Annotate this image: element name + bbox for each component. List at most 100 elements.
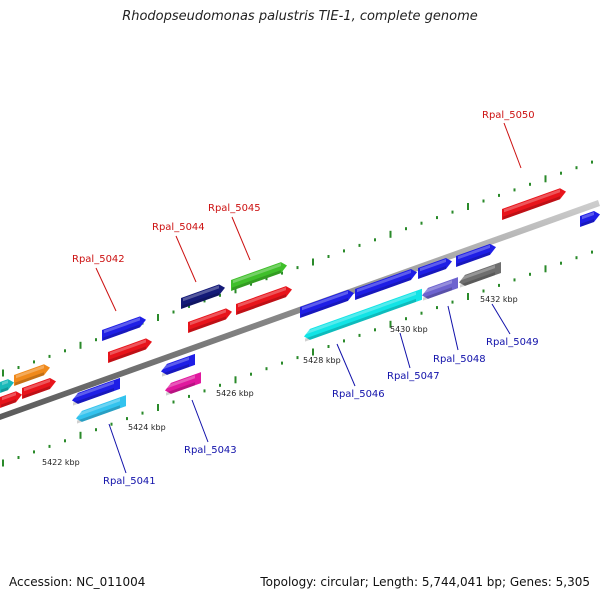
gene-arrow-rpal-5049-highlight (461, 265, 495, 281)
gene-arrow-blue-5043a-body[interactable] (161, 353, 195, 377)
gene-arrow-rpal-5043-body[interactable] (165, 372, 201, 396)
gene-arrow-orange-highlight (16, 365, 44, 379)
gene-arrow-red-edge2-body[interactable] (22, 376, 56, 399)
gene-arrow-rpal-5044-body[interactable] (181, 282, 225, 309)
gene-arrow-orange-body[interactable] (14, 362, 50, 386)
ruler-minor-tick (33, 450, 35, 454)
gene-arrow-upper-edge-body[interactable] (580, 209, 600, 227)
gene-arrow-upper-5047a-body[interactable] (355, 267, 417, 300)
ruler-minor-tick (575, 256, 578, 260)
gene-label-rpal-5046[interactable]: Rpal_5046 (332, 389, 385, 400)
gene-arrow-red-5044b-highlight (190, 309, 226, 326)
gene-arrow-orange[interactable] (14, 362, 50, 386)
gene-arrow-rpal-5046[interactable] (304, 288, 422, 342)
gene-arrow-rpal-5042-body[interactable] (108, 336, 152, 363)
gene-label-rpal-5049[interactable]: Rpal_5049 (486, 337, 539, 348)
feature-layer (0, 186, 600, 424)
gene-arrow-red-edge2[interactable] (22, 376, 56, 399)
gene-arrow-blue-5043a[interactable] (161, 353, 195, 377)
ruler-major-tick (467, 203, 469, 210)
gene-arrow-upper-5049a-highlight (458, 244, 490, 260)
gene-arrow-rpal-5050-highlight (504, 189, 560, 213)
tick-label-5422: 5422 kbp (42, 458, 80, 467)
gene-arrow-upper-5042a[interactable] (102, 314, 146, 341)
gene-label-rpal-5045[interactable]: Rpal_5045 (208, 203, 261, 214)
gene-arrow-red-edge-body[interactable] (0, 389, 22, 408)
gene-arrow-red-5045b-body[interactable] (236, 284, 292, 315)
ruler-major-tick (544, 265, 547, 273)
gene-arrow-upper-5046a[interactable] (300, 288, 354, 318)
ruler-minor-tick (405, 227, 407, 231)
gene-arrow-blue-5041a-highlight (74, 380, 114, 399)
gene-label-rpal-5041[interactable]: Rpal_5041 (103, 476, 156, 487)
gene-arrow-rpal-5042[interactable] (108, 336, 152, 363)
leader-rpal-5042 (95, 267, 117, 312)
label-layer: 5422 kbp 5424 kbp 5426 kbp 5428 kbp 5430… (42, 110, 539, 487)
gene-arrow-upper-5046a-body[interactable] (300, 288, 354, 318)
gene-arrow-rpal-5041-highlight (78, 398, 120, 417)
gene-arrow-red-5044b-shade (189, 316, 226, 333)
gene-arrow-blue-5041a[interactable] (72, 377, 120, 406)
gene-arrow-blue-5041a-body[interactable] (72, 377, 120, 406)
gene-arrow-rpal-5043-shade (166, 382, 195, 396)
ruler-minor-tick (498, 193, 500, 197)
gene-arrow-upper-5048a-shade (419, 265, 446, 279)
gene-arrow-rpal-5043[interactable] (165, 372, 201, 396)
tick-label-5430: 5430 kbp (390, 325, 428, 334)
gene-arrow-rpal-5045[interactable] (231, 260, 287, 291)
gene-arrow-teal-edge-body[interactable] (0, 377, 14, 393)
ruler-minor-tick (560, 261, 562, 265)
gene-arrow-red-5044b[interactable] (188, 306, 232, 333)
gene-arrow-upper-5049a-shade (457, 251, 490, 267)
gene-arrow-red-5044b-body[interactable] (188, 306, 232, 333)
gene-arrow-red-edge[interactable] (0, 389, 22, 408)
gene-arrow-rpal-5046-body[interactable] (304, 288, 422, 342)
ruler-minor-tick (48, 444, 51, 448)
gene-arrow-upper-5042a-shade (103, 324, 140, 341)
gene-arrow-upper-5049a[interactable] (456, 242, 496, 267)
gene-arrow-rpal-5049[interactable] (459, 261, 501, 288)
gene-label-rpal-5044[interactable]: Rpal_5044 (152, 222, 205, 233)
gene-arrow-rpal-5050[interactable] (502, 186, 566, 220)
gene-arrow-upper-5047a[interactable] (355, 267, 417, 300)
ruler-minor-tick (281, 361, 283, 365)
gene-arrow-rpal-5050-body[interactable] (502, 186, 566, 220)
gene-arrow-upper-5048a-body[interactable] (418, 256, 452, 279)
gene-label-rpal-5050[interactable]: Rpal_5050 (482, 110, 535, 121)
gene-arrow-red-5045b[interactable] (236, 284, 292, 315)
gene-arrow-rpal-5049-body[interactable] (459, 261, 501, 288)
ruler-minor-tick (358, 243, 361, 247)
ruler-minor-tick (436, 216, 438, 220)
ruler-minor-tick (265, 367, 268, 371)
ruler-major-tick (79, 431, 82, 439)
ruler-minor-tick (219, 293, 221, 297)
gene-arrow-rpal-5048[interactable] (422, 277, 458, 301)
gene-arrow-rpal-5045-body[interactable] (231, 260, 287, 291)
gene-arrow-rpal-5041-body[interactable] (76, 395, 126, 424)
gene-arrow-teal-edge[interactable] (0, 377, 14, 393)
gene-arrow-red-5045b-shade (237, 294, 286, 315)
gene-label-rpal-5048[interactable]: Rpal_5048 (433, 354, 486, 365)
gene-arrow-upper-5048a[interactable] (418, 256, 452, 279)
gene-arrow-upper-5049a-body[interactable] (456, 242, 496, 267)
gene-arrow-rpal-5050-shade (503, 196, 560, 220)
gene-arrow-upper-5042a-body[interactable] (102, 314, 146, 341)
gene-arrow-teal-edge-highlight (2, 380, 8, 386)
ruler-minor-tick (420, 221, 423, 225)
gene-label-rpal-5047[interactable]: Rpal_5047 (387, 371, 440, 382)
ruler-major-tick (2, 369, 4, 377)
gene-label-rpal-5042[interactable]: Rpal_5042 (72, 254, 125, 265)
genome-summary-text: Topology: circular; Length: 5,744,041 bp… (260, 575, 590, 589)
tick-label-5428: 5428 kbp (303, 356, 341, 365)
gene-arrow-upper-5046a-shade (301, 297, 348, 318)
gene-label-rpal-5043[interactable]: Rpal_5043 (184, 445, 237, 456)
gene-arrow-rpal-5048-highlight (424, 280, 452, 294)
ruler-minor-tick (327, 345, 330, 348)
gene-arrow-rpal-5045-shade (232, 270, 281, 291)
gene-arrow-rpal-5048-body[interactable] (422, 277, 458, 301)
gene-arrow-rpal-5041[interactable] (76, 395, 126, 424)
ruler-minor-tick (126, 417, 128, 421)
gene-arrow-upper-5042a-highlight (104, 317, 140, 334)
gene-arrow-upper-edge[interactable] (580, 209, 600, 227)
gene-arrow-rpal-5044[interactable] (181, 282, 225, 309)
